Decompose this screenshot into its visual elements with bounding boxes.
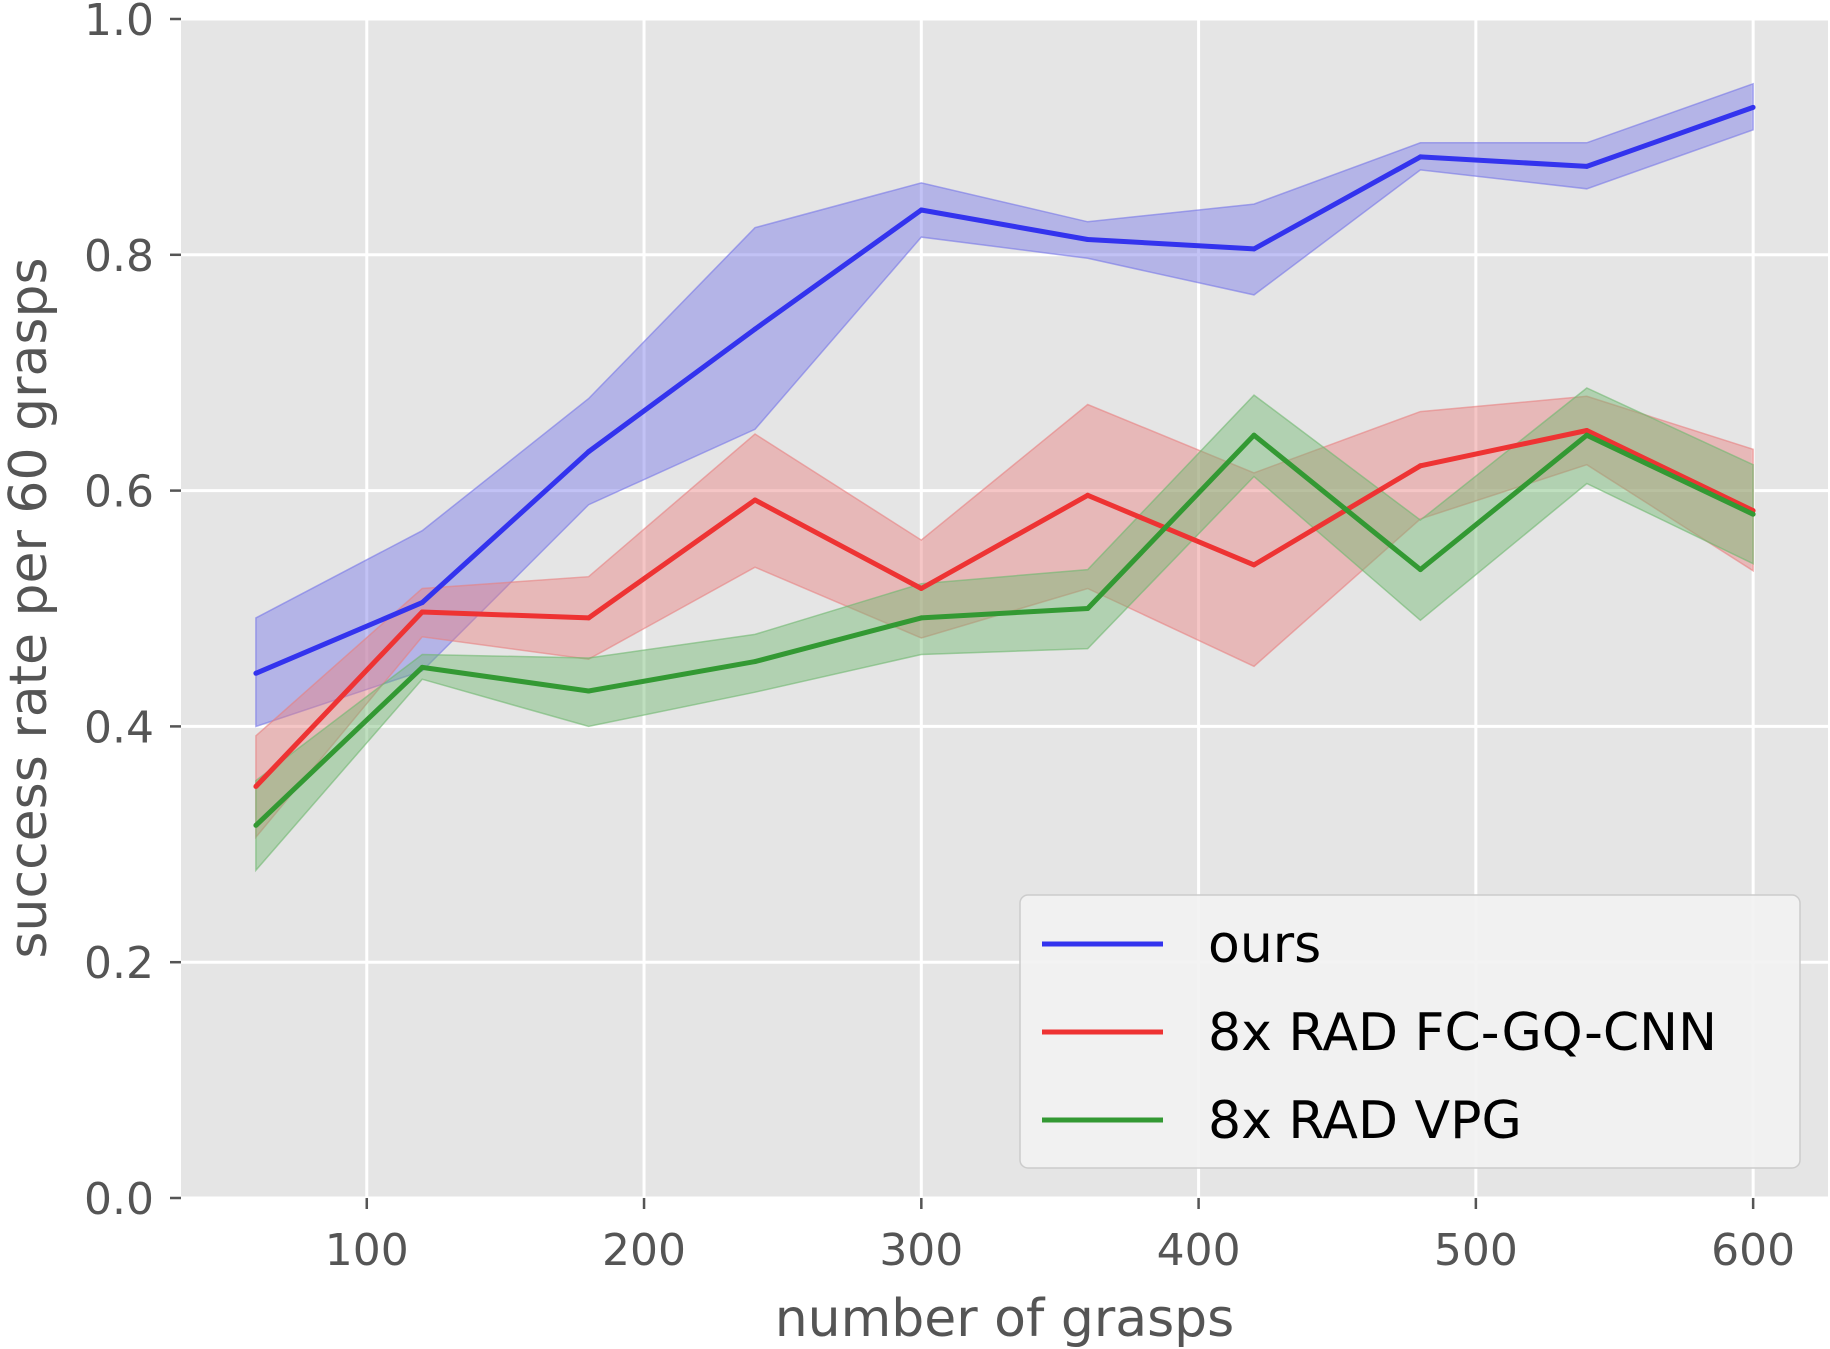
- point-8x-rad-vpg: [253, 822, 259, 828]
- point-ours: [253, 670, 259, 676]
- confidence-bands: [255, 82, 1754, 873]
- point-ours: [1584, 163, 1590, 169]
- x-tick-label: 500: [1434, 1225, 1518, 1276]
- point-8x-rad-fc-gq-cnn: [918, 586, 924, 591]
- legend-label: 8x RAD VPG: [1208, 1091, 1522, 1151]
- point-8x-rad-fc-gq-cnn: [419, 609, 425, 615]
- x-tick-label: 600: [1711, 1225, 1795, 1276]
- legend: ours 8x RAD FC-GQ-CNN 8x RAD VPG: [1019, 894, 1801, 1169]
- line-8x-rad-vpg: [254, 432, 1755, 828]
- point-ours: [918, 207, 924, 213]
- band-8x-rad-vpg: [255, 387, 1754, 873]
- point-8x-rad-fc-gq-cnn: [1417, 463, 1423, 469]
- point-8x-rad-fc-gq-cnn: [1085, 492, 1091, 498]
- line-ours: [254, 105, 1754, 676]
- point-ours: [1085, 237, 1091, 242]
- point-8x-rad-vpg: [918, 615, 924, 621]
- point-8x-rad-fc-gq-cnn: [1584, 428, 1590, 433]
- x-axis-label: number of grasps: [775, 1289, 1235, 1349]
- point-8x-rad-fc-gq-cnn: [752, 497, 758, 503]
- x-tick-label: 300: [879, 1225, 963, 1276]
- point-8x-rad-vpg: [586, 688, 592, 694]
- y-axis-label: success rate per 60 grasps: [0, 257, 59, 958]
- point-8x-rad-vpg: [1750, 511, 1756, 517]
- point-8x-rad-vpg: [419, 664, 425, 670]
- legend-label: 8x RAD FC-GQ-CNN: [1208, 1003, 1717, 1063]
- line-8x-rad-fc-gq-cnn: [254, 428, 1755, 789]
- band-ours: [255, 82, 1754, 728]
- x-axis: 100 200 300 400 500 600: [325, 1198, 1795, 1276]
- band-8x-rad-fc-gq-cnn: [255, 395, 1754, 840]
- point-ours: [1417, 154, 1423, 160]
- point-ours: [1251, 246, 1257, 252]
- x-tick-label: 100: [325, 1225, 409, 1276]
- series-lines: [253, 104, 1756, 828]
- x-tick-label: 200: [602, 1225, 686, 1276]
- point-8x-rad-vpg: [1417, 567, 1423, 573]
- legend-label: ours: [1208, 915, 1321, 975]
- y-tick-label: 1.0: [84, 0, 154, 46]
- point-ours: [419, 600, 425, 606]
- point-ours: [752, 326, 758, 332]
- point-8x-rad-fc-gq-cnn: [253, 784, 259, 789]
- point-8x-rad-vpg: [752, 659, 758, 665]
- y-axis: 0.0 0.2 0.4 0.6 0.8 1.0: [84, 0, 181, 1225]
- point-8x-rad-vpg: [1584, 432, 1590, 438]
- legend-box: [1019, 894, 1801, 1169]
- gridlines: [181, 17, 1828, 1200]
- point-8x-rad-vpg: [1085, 606, 1091, 611]
- x-tick-label: 400: [1157, 1225, 1241, 1276]
- y-tick-label: 0.4: [84, 702, 154, 753]
- point-8x-rad-vpg: [1251, 432, 1257, 438]
- point-ours: [1750, 104, 1756, 110]
- y-tick-label: 0.0: [84, 1174, 154, 1225]
- point-8x-rad-fc-gq-cnn: [586, 615, 592, 621]
- y-tick-label: 0.8: [84, 231, 154, 282]
- point-8x-rad-fc-gq-cnn: [1251, 562, 1257, 568]
- point-ours: [586, 449, 592, 455]
- y-tick-label: 0.6: [84, 467, 154, 518]
- y-tick-label: 0.2: [84, 938, 154, 989]
